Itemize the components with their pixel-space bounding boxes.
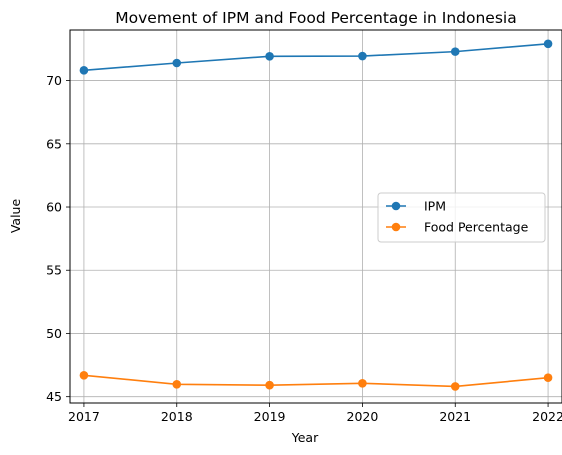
y-tick-label: 45	[46, 389, 62, 404]
x-tick-label: 2019	[254, 409, 286, 424]
data-point-ipm	[265, 51, 274, 61]
y-tick-label: 70	[46, 73, 62, 88]
plot-area-frame	[69, 29, 562, 404]
legend-ipm-marker	[391, 201, 401, 211]
x-tick-label: 2021	[439, 409, 471, 424]
legend-food-label: Food Percentage	[424, 220, 529, 235]
x-axis-label: Year	[291, 430, 319, 445]
data-point-food-percentage	[265, 380, 274, 390]
y-tick-label: 50	[46, 326, 62, 341]
series-layer	[79, 39, 553, 391]
x-tick-label: 2017	[68, 409, 100, 424]
x-tick-label: 2018	[161, 409, 193, 424]
x-tick-label: 2020	[347, 409, 379, 424]
series-ipm	[79, 39, 553, 75]
series-line-food-percentage	[83, 374, 549, 388]
ticks: 2017 2018 2019 2020 2021 2022 45 50 55 60 65 70	[46, 73, 562, 424]
data-point-food-percentage	[543, 373, 553, 383]
y-tick-label: 60	[46, 200, 62, 215]
series-line-ipm	[83, 42, 549, 72]
x-tick-label: 2022	[532, 409, 562, 424]
data-point-food-percentage	[79, 371, 89, 380]
data-point-food-percentage	[450, 382, 460, 391]
legend-item-ipm: IPM	[386, 199, 446, 214]
y-tick-label: 65	[46, 136, 62, 151]
data-point-ipm	[358, 51, 367, 61]
legend-frame	[377, 192, 546, 243]
legend: IPM Food Percentage	[377, 192, 546, 243]
data-point-ipm	[79, 66, 89, 75]
y-axis-label: Value	[8, 199, 23, 234]
data-point-ipm	[172, 58, 182, 68]
series-food-percentage	[79, 371, 553, 391]
legend-ipm-label: IPM	[424, 199, 446, 214]
data-point-food-percentage	[358, 378, 367, 388]
y-tick-label: 55	[46, 263, 62, 278]
data-point-ipm	[543, 39, 553, 49]
legend-food-marker	[391, 222, 401, 232]
data-point-food-percentage	[172, 379, 182, 389]
chart-title: Movement of IPM and Food Percentage in I…	[115, 9, 516, 27]
data-point-ipm	[450, 47, 460, 56]
legend-item-food-percentage: Food Percentage	[386, 220, 529, 235]
